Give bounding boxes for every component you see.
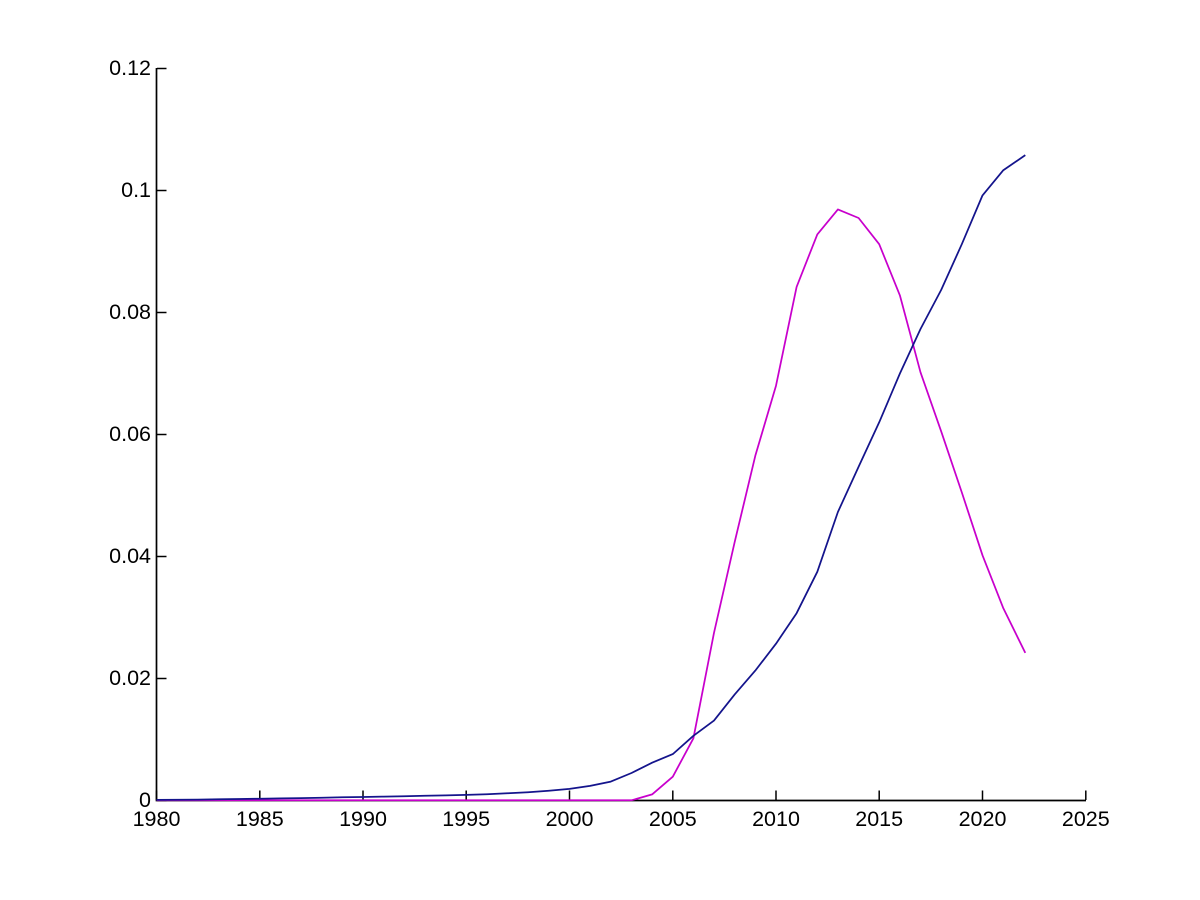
svg-text:2015: 2015	[855, 807, 903, 831]
svg-text:1980: 1980	[133, 807, 181, 831]
svg-text:2020: 2020	[959, 807, 1007, 831]
svg-text:2005: 2005	[649, 807, 697, 831]
svg-text:1995: 1995	[442, 807, 490, 831]
svg-text:2000: 2000	[546, 807, 594, 831]
svg-text:1985: 1985	[236, 807, 284, 831]
svg-text:2025: 2025	[1062, 807, 1110, 831]
svg-text:0.12: 0.12	[109, 56, 151, 80]
svg-text:0.04: 0.04	[109, 544, 151, 568]
svg-text:0.06: 0.06	[109, 422, 151, 446]
svg-text:0: 0	[139, 788, 151, 812]
svg-text:2010: 2010	[752, 807, 800, 831]
svg-text:0.1: 0.1	[121, 178, 151, 202]
svg-text:1990: 1990	[339, 807, 387, 831]
svg-text:0.02: 0.02	[109, 666, 151, 690]
svg-text:0.08: 0.08	[109, 300, 151, 324]
